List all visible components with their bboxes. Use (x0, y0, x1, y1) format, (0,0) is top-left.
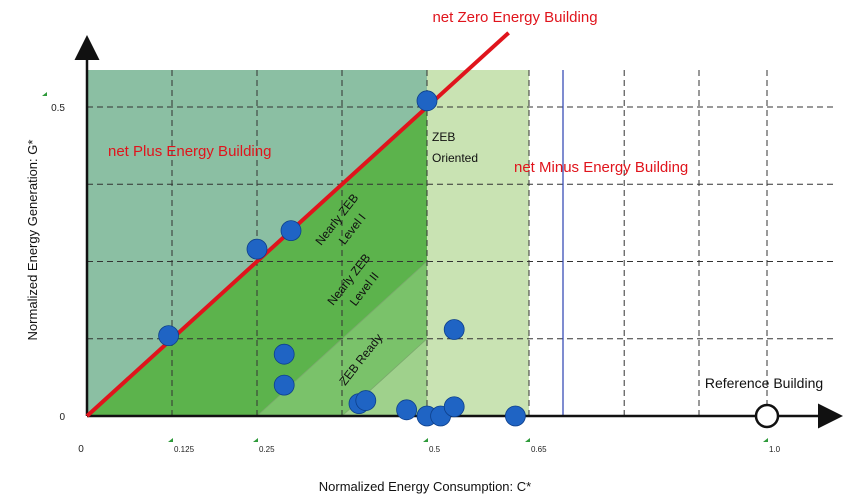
y-axis-title: Normalized Energy Generation: G* (25, 140, 40, 341)
data-point (443, 319, 465, 340)
x-tick-label: 1.0 (769, 445, 781, 454)
plus-energy-label: net Plus Energy Building (108, 143, 271, 160)
reference-building-marker (754, 403, 780, 429)
data-point (158, 325, 180, 347)
data-point (443, 396, 465, 418)
tick-flag-icon (423, 438, 428, 442)
x-axis-title: Normalized Energy Consumption: C* (319, 479, 531, 494)
minus-energy-label: net Minus Energy Building (514, 159, 688, 176)
grid-lines (87, 70, 835, 416)
data-point (273, 374, 295, 396)
y-tick-label: 0.5 (51, 103, 65, 114)
net-zero-energy-label: net Zero Energy Building (432, 9, 597, 26)
x-tick-label: 0.5 (429, 445, 441, 454)
data-point (505, 405, 526, 427)
x-tick-label: 0.25 (259, 445, 275, 454)
zone-areas (87, 70, 529, 417)
tick-flag-icon (253, 438, 258, 442)
tick-flag-icon (763, 438, 768, 442)
zeb-oriented-zone (427, 70, 529, 416)
data-point (246, 238, 268, 260)
tick-flag-icon (168, 438, 173, 442)
y-tick-labels: 00.5 (42, 92, 65, 423)
data-point (396, 399, 418, 421)
data-points (158, 90, 526, 427)
tick-flag-icon (525, 438, 530, 442)
x-tick-label: 0 (78, 444, 84, 455)
reference-building-label: Reference Building (705, 375, 823, 391)
x-tick-labels: 0 0.125 0.25 0.5 0.65 1.0 (78, 438, 781, 455)
y-tick-label: 0 (59, 412, 65, 423)
zeb-oriented-label-line1: ZEB (432, 130, 455, 144)
data-point (355, 390, 377, 411)
zeb-oriented-label-line2: Oriented (432, 151, 478, 165)
x-tick-label: 0.125 (174, 445, 195, 454)
data-point (416, 90, 438, 112)
x-tick-label: 0.65 (531, 445, 547, 454)
data-point (273, 343, 295, 365)
tick-flag-icon (42, 92, 47, 96)
data-point (280, 220, 302, 242)
